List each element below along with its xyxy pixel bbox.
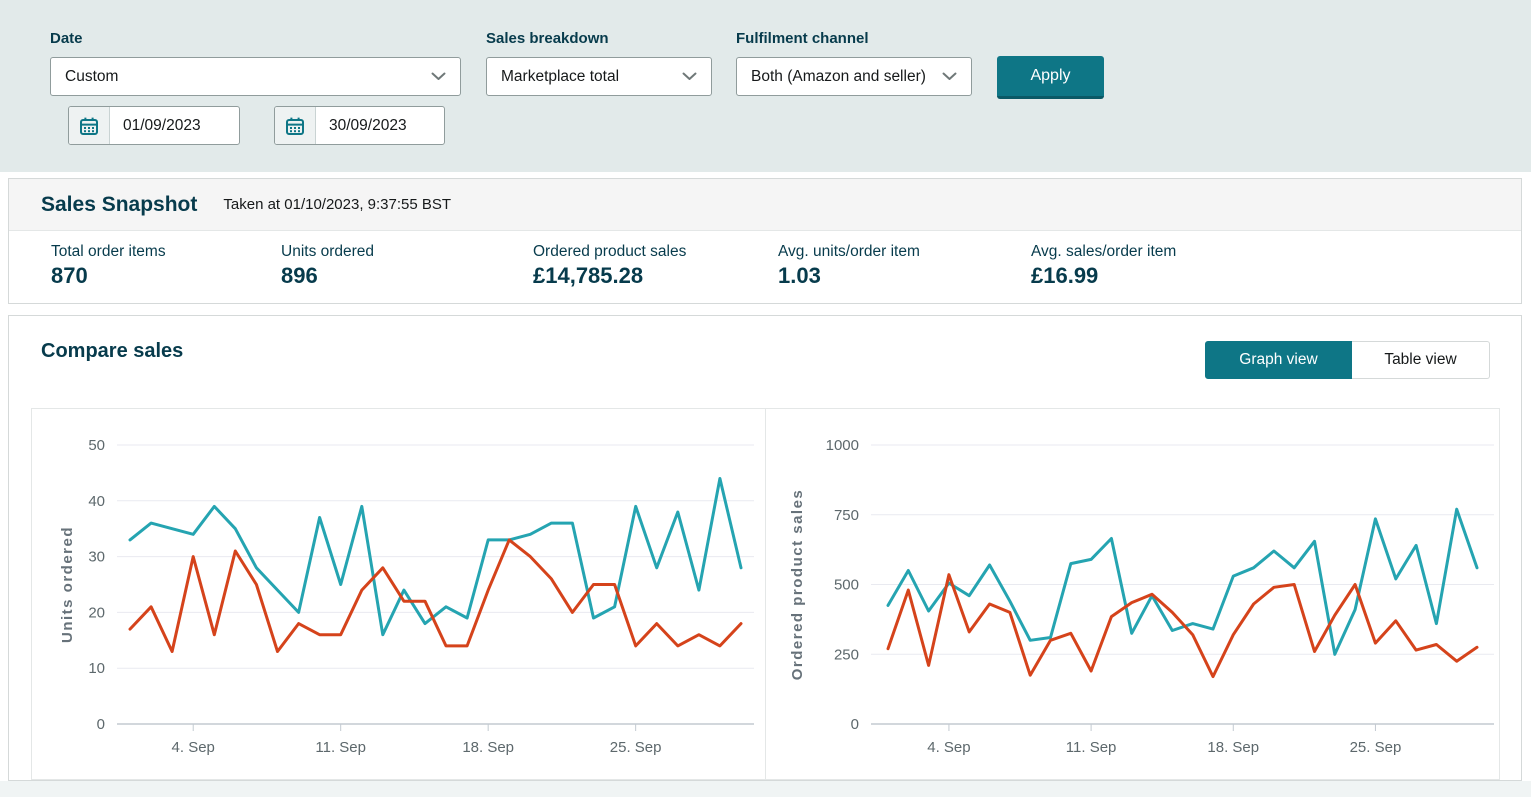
start-date-input[interactable]: 01/09/2023 [68,106,240,145]
svg-text:11. Sep: 11. Sep [1066,739,1117,756]
svg-text:11. Sep: 11. Sep [315,739,366,756]
sales-breakdown-select[interactable]: Marketplace total [486,57,712,96]
units-ordered-chart-card: 0 10 20 30 40 50 4. Sep 11. Sep 18. Sep 25. Sep Un… [31,408,766,780]
metric-avg-sales-order-item: Avg. sales/order item £16.99 [1031,243,1177,288]
sales-snapshot-header: Sales Snapshot Taken at 01/10/2023, 9:37… [9,179,1521,231]
chevron-down-icon [682,68,697,86]
chevron-down-icon [431,68,446,86]
svg-text:50: 50 [88,437,105,454]
filter-panel: Date Custom 01/09/2023 30/09/2023 Sales … [0,0,1531,172]
apply-button[interactable]: Apply [997,56,1104,99]
fulfilment-channel-label: Fulfilment channel [736,30,869,47]
svg-text:18. Sep: 18. Sep [1207,739,1259,756]
svg-text:18. Sep: 18. Sep [462,739,514,756]
snapshot-timestamp: Taken at 01/10/2023, 9:37:55 BST [223,196,452,213]
svg-text:1000: 1000 [826,437,859,454]
svg-text:25. Sep: 25. Sep [1350,739,1402,756]
page-bottom-strip [0,781,1531,797]
sales-breakdown-value: Marketplace total [501,67,620,85]
metric-units-ordered: Units ordered 896 [281,243,375,288]
svg-text:25. Sep: 25. Sep [610,739,662,756]
ordered-product-sales-chart: 0 250 500 750 1000 4. Sep 11. Sep 18. Sep 25. Se… [789,437,1494,756]
end-date-input[interactable]: 30/09/2023 [274,106,445,145]
svg-text:30: 30 [88,549,105,566]
svg-text:10: 10 [88,660,105,677]
units-ordered-chart: 0 10 20 30 40 50 4. Sep 11. Sep 18. Sep 25. Sep Un… [59,437,754,756]
sales-breakdown-label: Sales breakdown [486,30,609,47]
svg-text:250: 250 [834,646,859,663]
svg-text:4. Sep: 4. Sep [172,739,215,756]
ordered-product-sales-chart-card: 0 250 500 750 1000 4. Sep 11. Sep 18. Sep 25. Se… [765,408,1500,780]
graph-view-button[interactable]: Graph view [1205,341,1352,379]
metric-total-order-items: Total order items 870 [51,243,166,288]
calendar-icon[interactable] [275,107,316,144]
snapshot-metrics-row: Total order items 870 Units ordered 896 … [9,231,1521,289]
metric-ordered-product-sales: Ordered product sales £14,785.28 [533,243,687,288]
svg-text:40: 40 [88,493,105,510]
svg-text:500: 500 [834,577,859,594]
date-filter-label: Date [50,30,83,47]
metric-avg-units-order-item: Avg. units/order item 1.03 [778,243,920,288]
date-range-select[interactable]: Custom [50,57,461,96]
sales-snapshot-section: Sales Snapshot Taken at 01/10/2023, 9:37… [8,178,1522,304]
charts-row: 0 10 20 30 40 50 4. Sep 11. Sep 18. Sep 25. Sep Un… [31,408,1500,780]
date-range-value: Custom [65,67,119,85]
svg-text:4. Sep: 4. Sep [927,739,970,756]
svg-text:0: 0 [97,716,105,733]
compare-sales-section: Compare sales Graph view Table view 0 10 2… [8,315,1522,781]
start-date-value: 01/09/2023 [123,116,201,134]
compare-sales-title: Compare sales [41,340,184,362]
table-view-button[interactable]: Table view [1352,341,1490,379]
sales-snapshot-title: Sales Snapshot [41,192,198,216]
view-toggle: Graph view Table view [1205,341,1490,379]
svg-text:Ordered product sales: Ordered product sales [789,489,806,681]
calendar-icon[interactable] [69,107,110,144]
svg-text:750: 750 [834,507,859,524]
fulfilment-channel-value: Both (Amazon and seller) [751,67,926,85]
svg-text:20: 20 [88,604,105,621]
chevron-down-icon [942,68,957,86]
end-date-value: 30/09/2023 [329,116,407,134]
svg-text:0: 0 [851,716,859,733]
fulfilment-channel-select[interactable]: Both (Amazon and seller) [736,57,972,96]
svg-text:Units ordered: Units ordered [59,526,76,643]
